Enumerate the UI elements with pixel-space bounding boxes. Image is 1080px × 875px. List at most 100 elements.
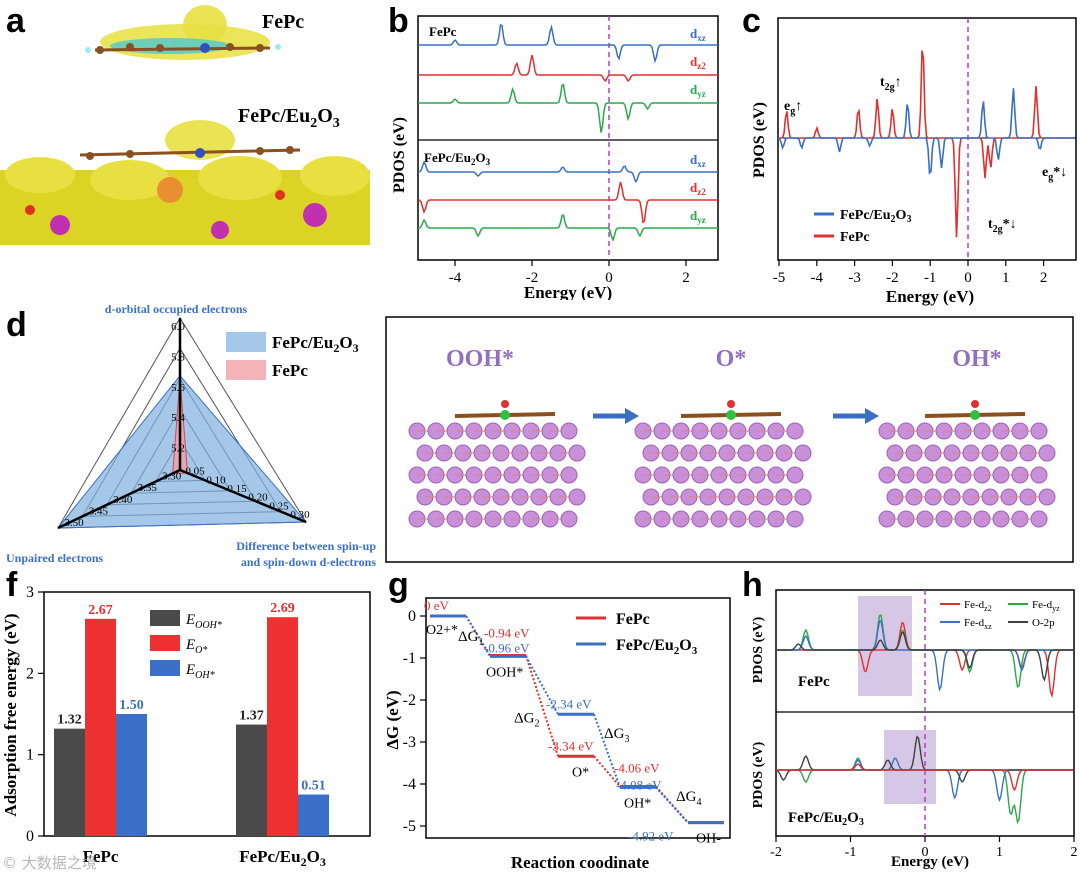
species-label: O* [572,765,589,780]
radar-tick-top: 5.6 [171,382,185,394]
panel-c-xtick: 2 [1040,270,1048,286]
panel-f-ytick: 3 [26,584,34,601]
fepc-eu2o3-label: FePc/Eu2O3 [238,105,340,131]
legend-f-swatch [150,660,180,676]
step-label: ΔG4 [676,789,701,808]
bar-value-label: 1.32 [57,713,82,728]
curve-h-dz2-bottom [776,763,1073,792]
panel-h-ylabel-top: PDOS (eV) [751,616,766,683]
legend-h-dz2: Fe-dz2 [964,599,992,613]
panel-c-xlabel: Energy (eV) [886,287,974,306]
panel-f-bar-chart: Adsorption free energy (eV) 1.32 1.37 2.67… [1,584,371,869]
legend-d-eu: FePc/Eu2O3 [272,333,359,355]
panel-f-ylabel: Adsorption free energy (eV) [1,613,20,816]
panel-g-ylabel: ΔG (eV) [383,690,402,749]
bar-EOOH*-FePc/Eu2O3 [236,724,267,836]
label-dz2-bottom: dz2 [690,180,706,197]
legend-c-fepc: FePc [840,230,870,245]
panel-g-ytick: 0 [408,608,416,625]
radar-axis-right-title-1: Difference between spin-up [236,539,376,553]
label-dyz-top: dyz [690,82,706,99]
label-fepc-o: -3.34 eV [548,738,594,753]
legend-d-fepc: FePc [272,361,308,380]
annot-eg-star-down: eg*↓ [1042,165,1067,183]
step-label: ΔG3 [604,726,629,745]
radar-tick-top: 5.4 [171,412,185,424]
radar-tick-right: 0.20 [248,492,268,504]
panel-f-ytick: 1 [26,747,34,764]
label-dxz-bottom: dxz [690,152,706,169]
panel-b-bottom-title: FePc/Eu2O3 [424,150,491,167]
radar-tick-left: 3.50 [64,517,84,529]
radar-tick-right: 0.05 [185,466,205,478]
label-end: -4.92 eV [628,829,674,844]
curve-dxz-eu [417,160,718,184]
panel-c-xtick: 1 [1002,270,1010,286]
step-label: ΔG1 [458,629,483,648]
arrow-1 [593,408,639,424]
panel-c-xtick: -1 [924,270,937,286]
state-o: O* [716,346,747,372]
legend-h-dxz: Fe-dxz [964,617,992,631]
panel-b-ylabel: PDOS (eV) [391,117,408,193]
panel-c-xtick: -5 [773,270,786,286]
panel-h-xtick: 0 [922,845,929,860]
panel-b-xtick: -4 [449,270,462,286]
panel-f-xtick: FePc [83,847,119,866]
panel-g-xlabel: Reaction coodinate [511,853,650,872]
state-ooh: OOH* [446,346,514,372]
bar-value-label: 2.69 [270,601,295,616]
panel-h-xtick: -2 [770,845,782,860]
panel-g-ytick: -3 [403,734,416,751]
radar-tick-left: 3.45 [89,505,109,517]
panel-label-f: f [6,566,18,604]
fepc-label: FePc [262,11,304,33]
panel-h-ylabel-bottom: PDOS (eV) [751,741,766,808]
legend-f-swatch [150,610,180,626]
fepc-molecule-image [85,5,281,60]
panel-label-d: d [6,306,27,344]
bar-value-label: 1.37 [239,709,264,724]
legend-f-label: EOH* [185,662,215,681]
legend-g-fepc: FePc [616,611,650,628]
label-eu-o: -2.34 eV [546,696,592,711]
radar-tick-top: 5.8 [171,351,185,363]
bar-EO*-FePc/Eu2O3 [267,617,298,836]
curve-dyz-eu [417,214,718,243]
slab-structure-3 [878,400,1056,528]
label-eu-ooh: -0.96 eV [484,640,530,655]
panel-h-xtick: -1 [845,845,857,860]
curve-h-o2p-top [776,631,1073,682]
panel-c-chart: PDOS (eV) Energy (eV) -5 -4 -3 -2 -1 0 1 2 eg↑ … [751,17,1077,306]
species-label: OOH* [486,665,523,680]
legend-f-swatch [150,635,180,651]
panel-g-ytick: -4 [403,776,416,793]
step-label: ΔG2 [514,711,539,730]
panel-g-ytick: -5 [403,818,416,835]
radar-tick-left: 3.30 [162,471,182,483]
bar-value-label: 1.50 [119,698,144,713]
panel-label-h: h [742,566,763,604]
panel-label-c: c [742,2,761,40]
panel-b-top-title: FePc [429,24,457,39]
radar-tick-left: 3.35 [138,482,158,494]
species-label: OH- [696,832,721,847]
curve-dyz-fepc [418,83,718,133]
panel-label-b: b [388,2,409,40]
legend-h-dyz: Fe-dyz [1032,599,1060,613]
panel-e-pathway: OOH* O* OH* [385,316,1074,563]
legend-g-eu: FePc/Eu2O3 [616,637,698,657]
panel-b-xtick: 0 [605,270,613,286]
legend-d-fepc-swatch [226,360,266,380]
panel-h-xlabel: Energy (eV) [891,854,969,870]
label-eu-oh: -4.08 eV [616,777,662,792]
radar-tick-top: 6.0 [171,321,185,333]
radar-axis-top-title: d-orbital occupied electrons [105,302,248,316]
panel-c-xtick: -2 [886,270,899,286]
panel-b-xtick: -2 [526,270,539,286]
panel-c-xtick: 0 [964,270,972,286]
bar-EOH*-FePc [116,714,147,836]
panel-g-ytick: -1 [403,650,416,667]
watermark: © 大数据之境 [2,854,97,872]
panel-f-ytick: 2 [26,665,34,682]
